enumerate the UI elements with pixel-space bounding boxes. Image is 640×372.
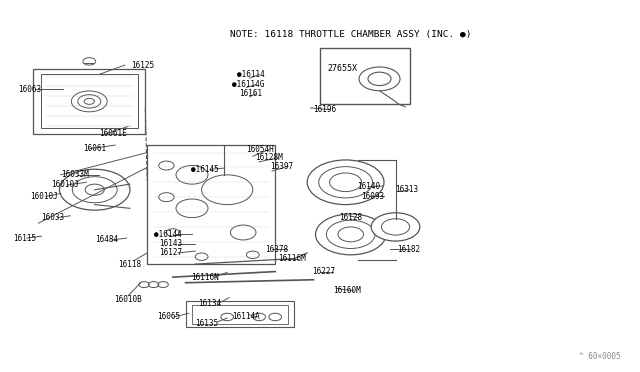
Text: 16116M: 16116M xyxy=(278,254,306,263)
Text: 16484: 16484 xyxy=(95,235,118,244)
FancyBboxPatch shape xyxy=(147,145,275,264)
Text: 16128M: 16128M xyxy=(255,153,282,162)
Text: 16125: 16125 xyxy=(131,61,154,70)
Text: 16127: 16127 xyxy=(159,248,182,257)
Text: 16033M: 16033M xyxy=(61,170,88,179)
Text: 16061E: 16061E xyxy=(99,129,127,138)
Text: 16114A: 16114A xyxy=(232,312,259,321)
Text: 16010B: 16010B xyxy=(114,295,141,304)
Text: 16143: 16143 xyxy=(159,239,182,248)
Text: 16161: 16161 xyxy=(239,89,262,98)
Circle shape xyxy=(83,58,96,65)
Text: 16033: 16033 xyxy=(42,213,65,222)
Bar xyxy=(41,74,138,128)
Circle shape xyxy=(307,160,384,205)
Text: 16140: 16140 xyxy=(357,182,380,190)
Text: 16227: 16227 xyxy=(312,267,335,276)
Text: 16063: 16063 xyxy=(18,85,41,94)
Text: 16118: 16118 xyxy=(118,260,141,269)
Text: ^ 60×0005: ^ 60×0005 xyxy=(579,352,621,361)
Text: 16010J: 16010J xyxy=(51,180,79,189)
Text: 16116N: 16116N xyxy=(191,273,218,282)
Text: 16135: 16135 xyxy=(195,319,218,328)
Text: 16115: 16115 xyxy=(13,234,36,243)
Text: ●16114: ●16114 xyxy=(237,70,264,79)
Text: 16160M: 16160M xyxy=(333,286,360,295)
Text: 16397: 16397 xyxy=(270,162,293,171)
Bar xyxy=(33,69,145,134)
Text: 16010J: 16010J xyxy=(30,192,58,201)
Text: 16313: 16313 xyxy=(396,185,419,194)
Bar xyxy=(186,301,294,327)
Text: 16061: 16061 xyxy=(83,144,106,153)
Text: 16054H: 16054H xyxy=(246,145,274,154)
Text: ●16114G: ●16114G xyxy=(232,80,264,89)
Circle shape xyxy=(60,169,130,210)
Circle shape xyxy=(371,213,420,241)
Text: NOTE: 16118 THROTTLE CHAMBER ASSY (INC. ●): NOTE: 16118 THROTTLE CHAMBER ASSY (INC. … xyxy=(230,30,472,39)
Bar xyxy=(320,48,410,104)
Text: 16065: 16065 xyxy=(157,312,180,321)
Text: ●16144: ●16144 xyxy=(154,230,181,239)
Text: 16093: 16093 xyxy=(362,192,385,201)
Text: 16182: 16182 xyxy=(397,245,420,254)
Text: 16128: 16128 xyxy=(339,213,362,222)
Bar xyxy=(192,305,288,324)
Circle shape xyxy=(316,214,386,255)
Text: ●16145: ●16145 xyxy=(191,165,218,174)
Text: 16196: 16196 xyxy=(314,105,337,114)
Text: 16378: 16378 xyxy=(266,245,289,254)
Text: 27655X: 27655X xyxy=(328,64,358,73)
Text: 16134: 16134 xyxy=(198,299,221,308)
